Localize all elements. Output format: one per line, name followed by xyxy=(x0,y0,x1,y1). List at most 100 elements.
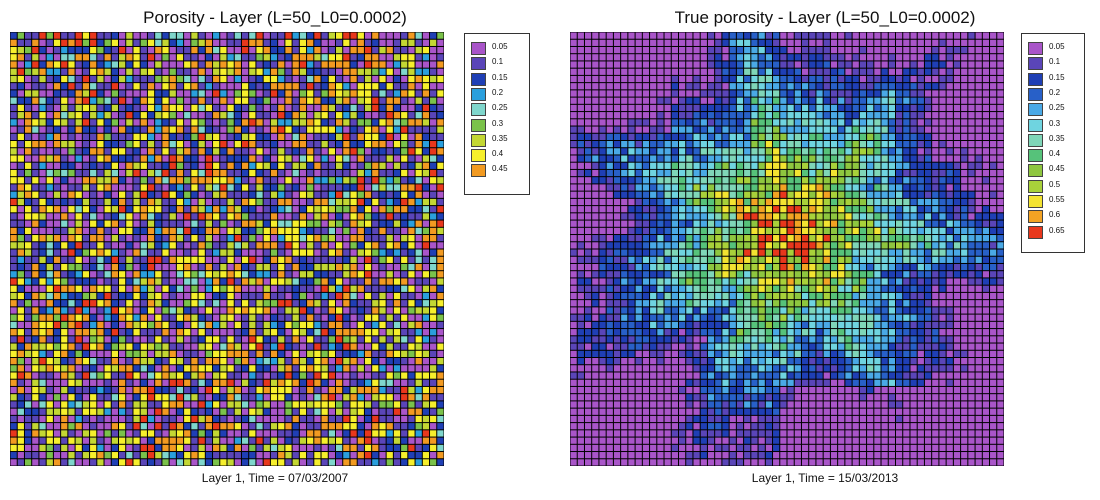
heatmap-cell xyxy=(133,256,140,263)
heatmap-cell xyxy=(270,206,278,213)
heatmap-cell xyxy=(415,97,422,104)
heatmap-cell xyxy=(357,191,364,198)
heatmap-cell xyxy=(104,321,111,329)
heatmap-cell xyxy=(628,32,635,39)
heatmap-cell xyxy=(32,227,39,235)
heatmap-cell xyxy=(415,75,422,83)
heatmap-cell xyxy=(343,365,350,372)
heatmap-cell xyxy=(816,97,823,104)
heatmap-cell xyxy=(321,278,328,285)
heatmap-cell xyxy=(119,104,126,112)
heatmap-cell xyxy=(133,300,140,307)
heatmap-cell xyxy=(430,235,437,242)
heatmap-cell xyxy=(896,162,903,169)
heatmap-cell xyxy=(307,394,314,401)
heatmap-cell xyxy=(147,430,155,437)
heatmap-cell xyxy=(408,54,415,61)
heatmap-cell xyxy=(787,119,794,126)
heatmap-cell xyxy=(97,358,104,365)
heatmap-cell xyxy=(415,198,422,206)
heatmap-cell xyxy=(422,437,430,444)
heatmap-cell xyxy=(147,46,155,54)
heatmap-cell xyxy=(205,430,213,437)
heatmap-cell xyxy=(220,83,227,90)
heatmap-cell xyxy=(227,365,234,372)
heatmap-cell xyxy=(10,133,17,140)
heatmap-cell xyxy=(700,119,707,126)
heatmap-cell xyxy=(68,415,75,423)
heatmap-cell xyxy=(140,97,147,104)
heatmap-cell xyxy=(903,155,910,162)
heatmap-cell xyxy=(336,104,343,112)
heatmap-cell xyxy=(715,191,722,198)
heatmap-cell xyxy=(816,126,823,133)
heatmap-cell xyxy=(249,162,256,169)
heatmap-cell xyxy=(606,39,613,46)
heatmap-cell xyxy=(104,242,111,249)
heatmap-cell xyxy=(794,90,801,97)
heatmap-cell xyxy=(401,271,408,278)
heatmap-cell xyxy=(422,206,430,213)
heatmap-cell xyxy=(415,278,422,285)
heatmap-cell xyxy=(278,256,285,263)
heatmap-cell xyxy=(61,292,68,300)
heatmap-cell xyxy=(932,155,939,162)
heatmap-cell xyxy=(584,97,592,104)
heatmap-cell xyxy=(758,75,765,83)
heatmap-cell xyxy=(393,300,401,307)
heatmap-cell xyxy=(343,278,350,285)
heatmap-cell xyxy=(437,227,444,235)
heatmap-cell xyxy=(234,32,241,39)
heatmap-cell xyxy=(169,452,176,459)
heatmap-cell xyxy=(686,68,693,75)
heatmap-cell xyxy=(53,32,61,39)
heatmap-cell xyxy=(357,292,364,300)
heatmap-cell xyxy=(642,90,650,97)
heatmap-cell xyxy=(650,119,657,126)
heatmap-cell xyxy=(693,46,700,54)
heatmap-cell xyxy=(292,133,299,140)
heatmap-cell xyxy=(140,112,147,119)
heatmap-cell xyxy=(990,169,997,177)
heatmap-cell xyxy=(162,213,169,220)
heatmap-cell xyxy=(401,314,408,321)
heatmap-cell xyxy=(119,292,126,300)
heatmap-cell xyxy=(343,256,350,263)
heatmap-cell xyxy=(227,32,234,39)
heatmap-cell xyxy=(75,61,82,68)
heatmap-cell xyxy=(852,32,859,39)
heatmap-cell xyxy=(75,206,82,213)
heatmap-cell xyxy=(234,379,241,386)
heatmap-cell xyxy=(191,285,198,292)
heatmap-cell xyxy=(104,112,111,119)
heatmap-cell xyxy=(285,242,292,249)
heatmap-cell xyxy=(82,184,90,191)
heatmap-cell xyxy=(220,394,227,401)
heatmap-cell xyxy=(299,263,307,271)
heatmap-cell xyxy=(990,104,997,112)
heatmap-cell xyxy=(249,126,256,133)
heatmap-cell xyxy=(657,32,664,39)
heatmap-cell xyxy=(744,119,751,126)
heatmap-cell xyxy=(939,46,946,54)
heatmap-cell xyxy=(82,227,90,235)
heatmap-cell xyxy=(364,177,372,184)
heatmap-cell xyxy=(729,54,736,61)
heatmap-cell xyxy=(155,184,162,191)
heatmap-cell xyxy=(169,314,176,321)
heatmap-cell xyxy=(386,365,393,372)
heatmap-cell xyxy=(227,112,234,119)
heatmap-cell xyxy=(75,220,82,227)
heatmap-cell xyxy=(82,90,90,97)
heatmap-cell xyxy=(285,191,292,198)
heatmap-cell xyxy=(68,314,75,321)
heatmap-cell xyxy=(599,46,606,54)
heatmap-cell xyxy=(285,263,292,271)
heatmap-cell xyxy=(671,119,678,126)
heatmap-cell xyxy=(285,104,292,112)
heatmap-cell xyxy=(32,437,39,444)
heatmap-cell xyxy=(162,155,169,162)
heatmap-cell xyxy=(155,90,162,97)
heatmap-cell xyxy=(104,350,111,357)
heatmap-cell xyxy=(227,148,234,155)
